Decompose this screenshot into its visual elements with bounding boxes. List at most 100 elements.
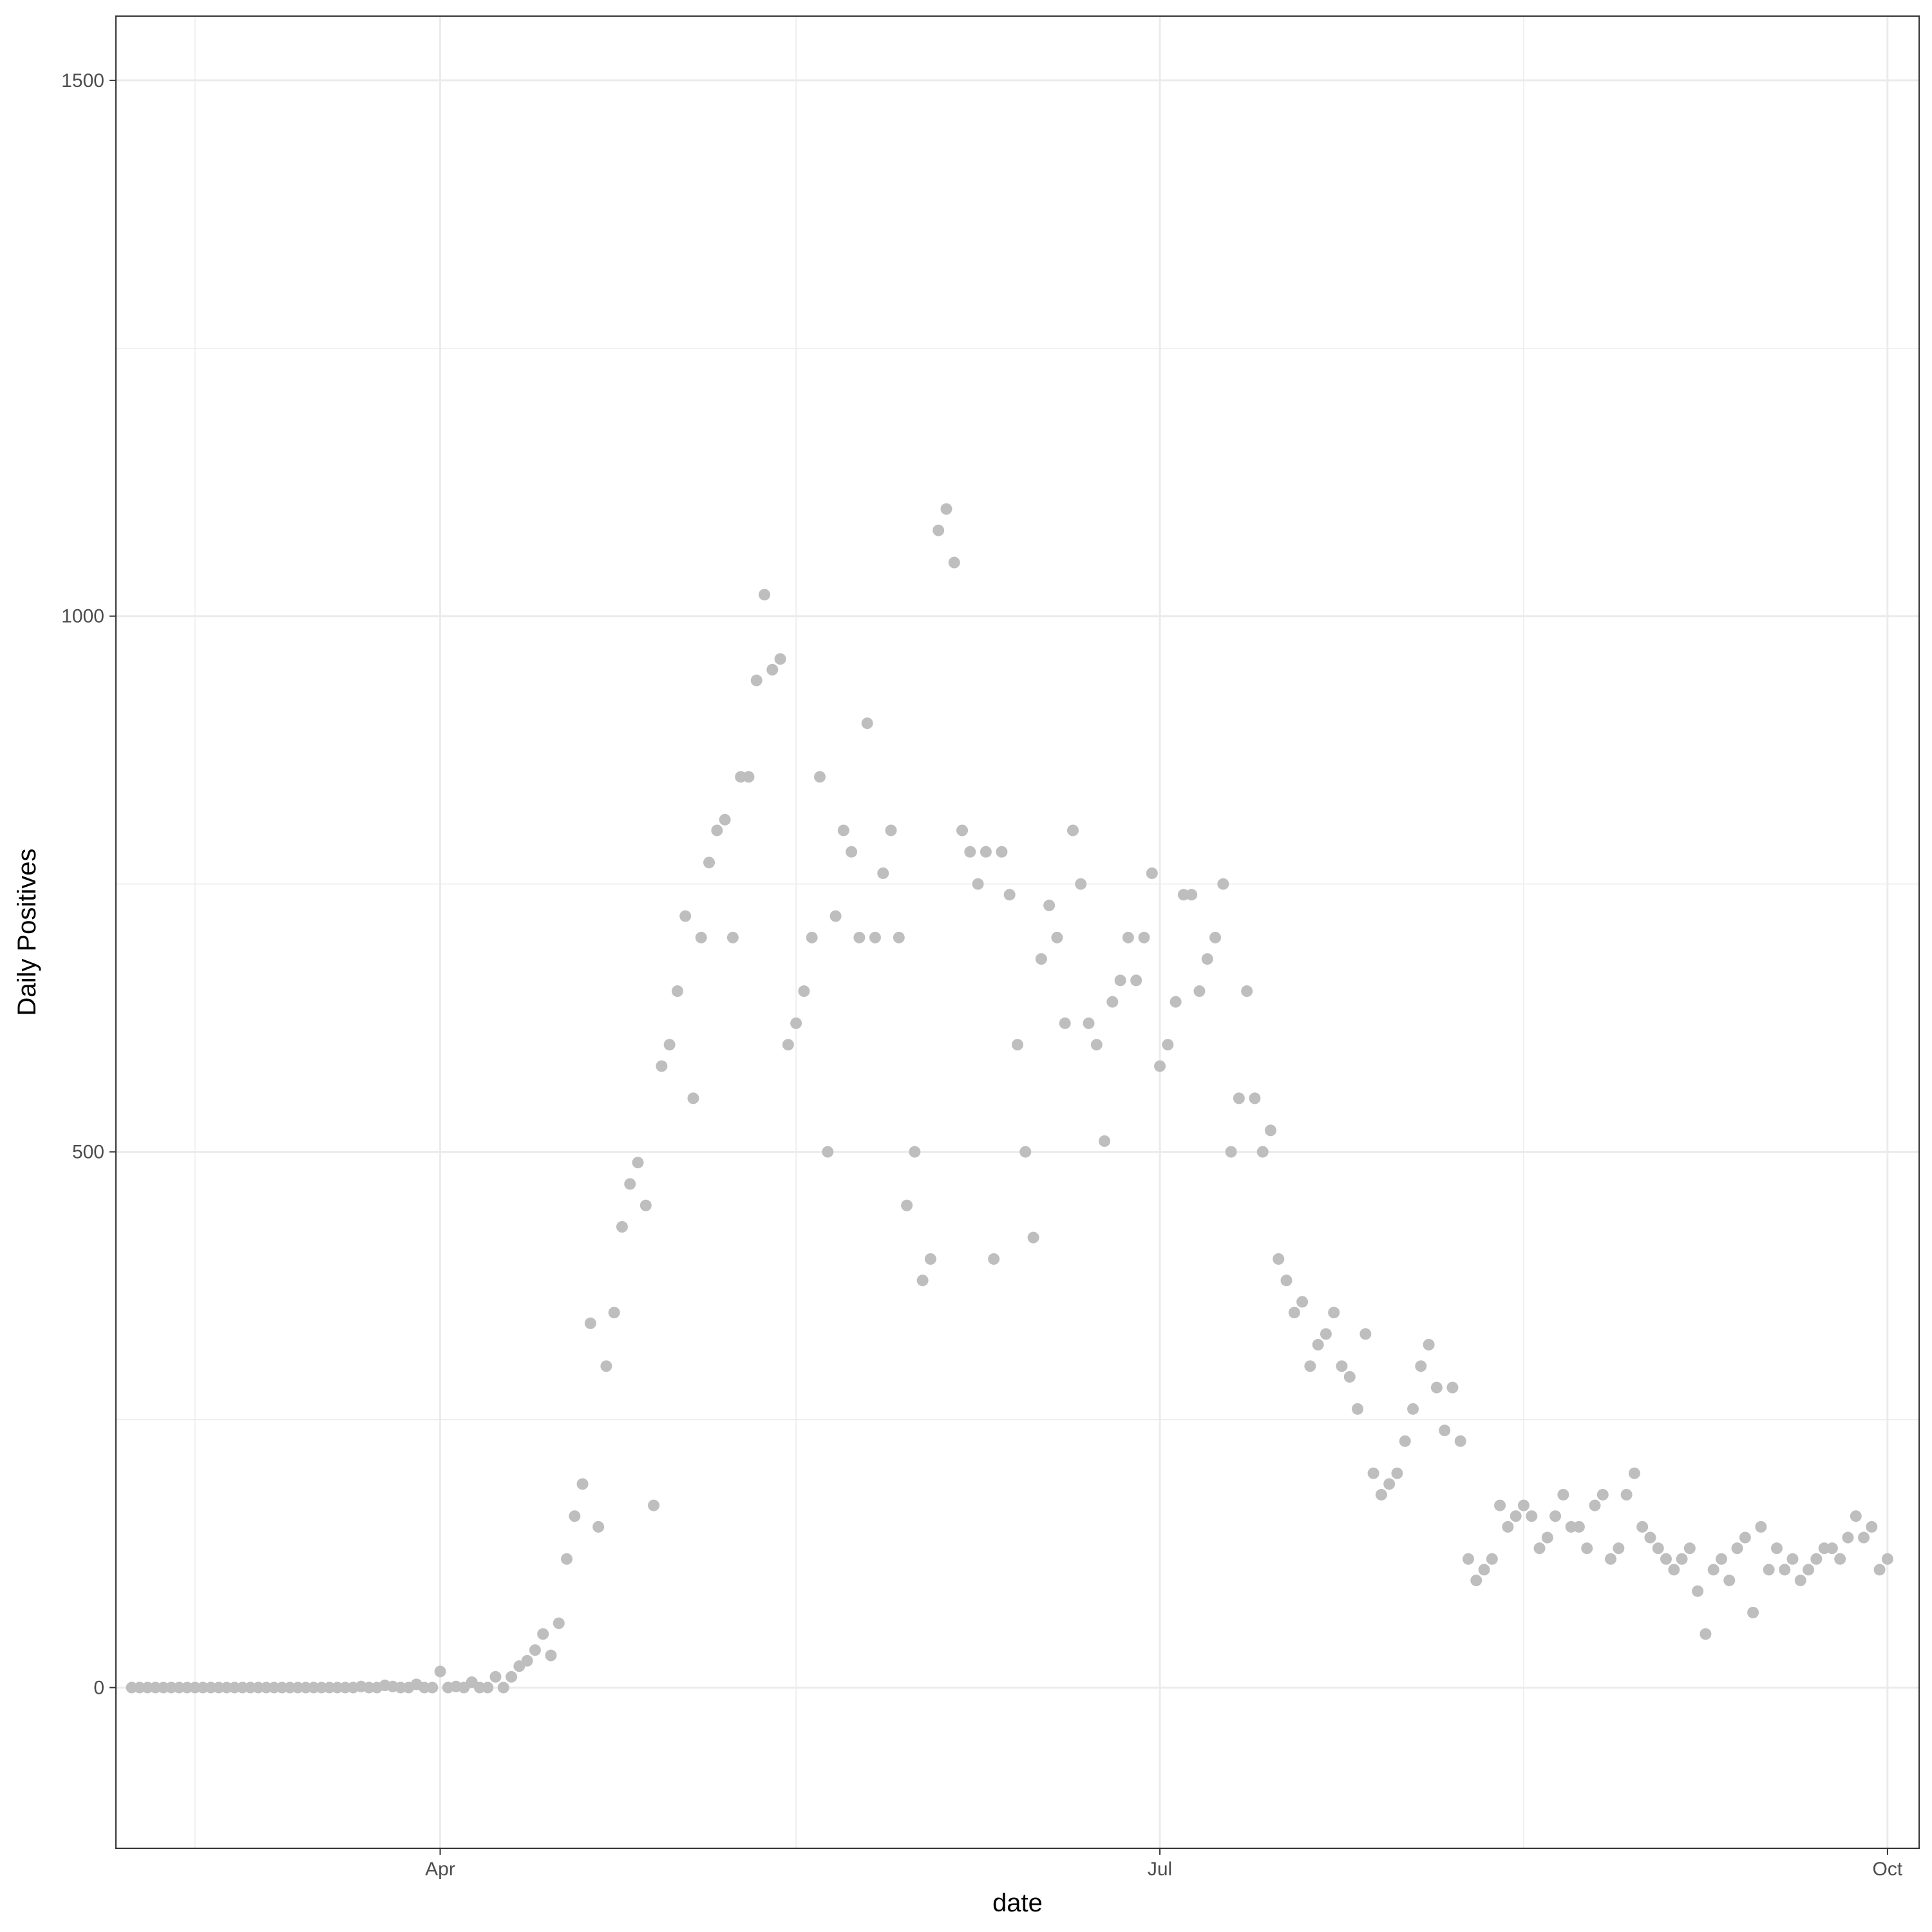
observed-point <box>1241 985 1253 998</box>
observed-point <box>1454 1435 1466 1447</box>
observed-point <box>1399 1435 1411 1447</box>
observed-point <box>1692 1585 1704 1597</box>
grid <box>116 16 1919 1848</box>
observed-point <box>497 1681 509 1694</box>
observed-point <box>600 1360 612 1372</box>
observed-point <box>901 1199 913 1211</box>
observed-point <box>1170 996 1182 1008</box>
observed-point <box>616 1221 628 1233</box>
observed-point <box>1723 1575 1736 1587</box>
observed-point <box>1066 824 1079 837</box>
observed-point <box>632 1157 644 1169</box>
observed-point <box>837 824 849 837</box>
observed-point <box>695 931 707 943</box>
observed-point <box>1075 878 1087 890</box>
observed-point <box>687 1092 699 1104</box>
observed-point <box>1114 974 1126 987</box>
observed-point <box>1217 878 1229 890</box>
observed-point <box>861 717 873 730</box>
observed-point <box>869 931 881 943</box>
observed-point <box>1415 1360 1427 1372</box>
observed-point <box>592 1520 605 1533</box>
observed-point <box>1233 1092 1245 1104</box>
observed-point <box>561 1553 573 1565</box>
observed-point <box>1343 1370 1356 1383</box>
observed-point <box>1367 1467 1379 1479</box>
observed-point <box>1747 1606 1759 1618</box>
observed-point <box>1122 931 1134 943</box>
observed-point <box>1423 1339 1435 1351</box>
observed-point <box>711 824 723 837</box>
observed-point <box>1391 1467 1403 1479</box>
observed-point <box>1510 1510 1522 1522</box>
observed-point <box>1652 1542 1664 1555</box>
y-tick-label: 1000 <box>61 606 104 627</box>
observed-point <box>1154 1060 1166 1072</box>
y-tick-label: 500 <box>72 1142 104 1163</box>
x-tick-label: Apr <box>425 1859 455 1880</box>
observed-point <box>924 1253 936 1265</box>
y-axis: 0 500 1000 1500 <box>61 70 116 1698</box>
observed-point <box>829 910 842 922</box>
observed-point <box>1470 1575 1482 1587</box>
observed-point <box>1162 1039 1174 1051</box>
observed-point <box>1090 1039 1103 1051</box>
observed-point <box>766 663 779 676</box>
observed-point <box>1636 1520 1649 1533</box>
observed-point <box>1589 1499 1601 1511</box>
observed-point <box>482 1681 494 1694</box>
observed-point <box>948 556 960 569</box>
observed-point <box>719 813 731 826</box>
observed-point <box>1320 1328 1332 1340</box>
observed-point <box>1264 1124 1276 1137</box>
observed-point <box>1700 1628 1712 1640</box>
observed-point <box>1201 953 1213 965</box>
observed-point <box>521 1654 533 1667</box>
observed-point <box>608 1307 620 1319</box>
observed-point <box>1494 1499 1506 1511</box>
observed-point <box>972 878 984 890</box>
observed-point <box>1613 1542 1625 1555</box>
observed-point <box>1502 1520 1514 1533</box>
observed-point <box>1083 1017 1095 1029</box>
observed-point <box>1763 1564 1775 1576</box>
observed-point <box>743 771 755 783</box>
observed-point <box>1359 1328 1372 1340</box>
observed-point <box>774 653 786 665</box>
observed-point <box>1866 1520 1878 1533</box>
observed-point <box>893 931 905 943</box>
observed-point <box>1312 1339 1324 1351</box>
observed-point <box>1620 1488 1633 1501</box>
observed-point <box>529 1644 541 1656</box>
observed-point <box>703 857 715 869</box>
observed-point <box>1881 1553 1893 1565</box>
observed-point <box>1019 1146 1032 1158</box>
observed-point <box>853 931 866 943</box>
observed-point <box>1858 1531 1870 1544</box>
observed-point <box>1810 1553 1823 1565</box>
observed-point <box>1043 899 1056 911</box>
observed-point <box>1842 1531 1854 1544</box>
observed-point <box>545 1649 557 1662</box>
observed-point <box>1644 1531 1656 1544</box>
observed-point <box>790 1017 802 1029</box>
observed-point <box>1486 1553 1498 1565</box>
observed-point <box>1273 1253 1285 1265</box>
observed-point <box>909 1146 921 1158</box>
observed-point <box>624 1178 636 1190</box>
observed-point <box>1225 1146 1237 1158</box>
observed-point <box>1280 1274 1293 1287</box>
observed-point <box>1249 1092 1261 1104</box>
observed-point <box>1660 1553 1672 1565</box>
observed-point <box>1375 1488 1387 1501</box>
observed-point <box>489 1671 502 1683</box>
observed-point <box>1146 867 1158 879</box>
observed-point <box>1209 931 1222 943</box>
observed-point <box>1676 1553 1688 1565</box>
observed-point <box>1755 1520 1767 1533</box>
observed-point <box>1051 931 1063 943</box>
observed-point <box>1739 1531 1751 1544</box>
observed-point <box>1850 1510 1862 1522</box>
